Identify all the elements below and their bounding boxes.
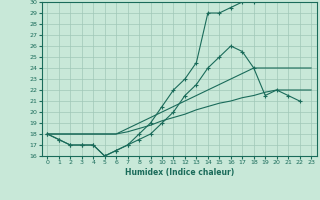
X-axis label: Humidex (Indice chaleur): Humidex (Indice chaleur) (124, 168, 234, 177)
